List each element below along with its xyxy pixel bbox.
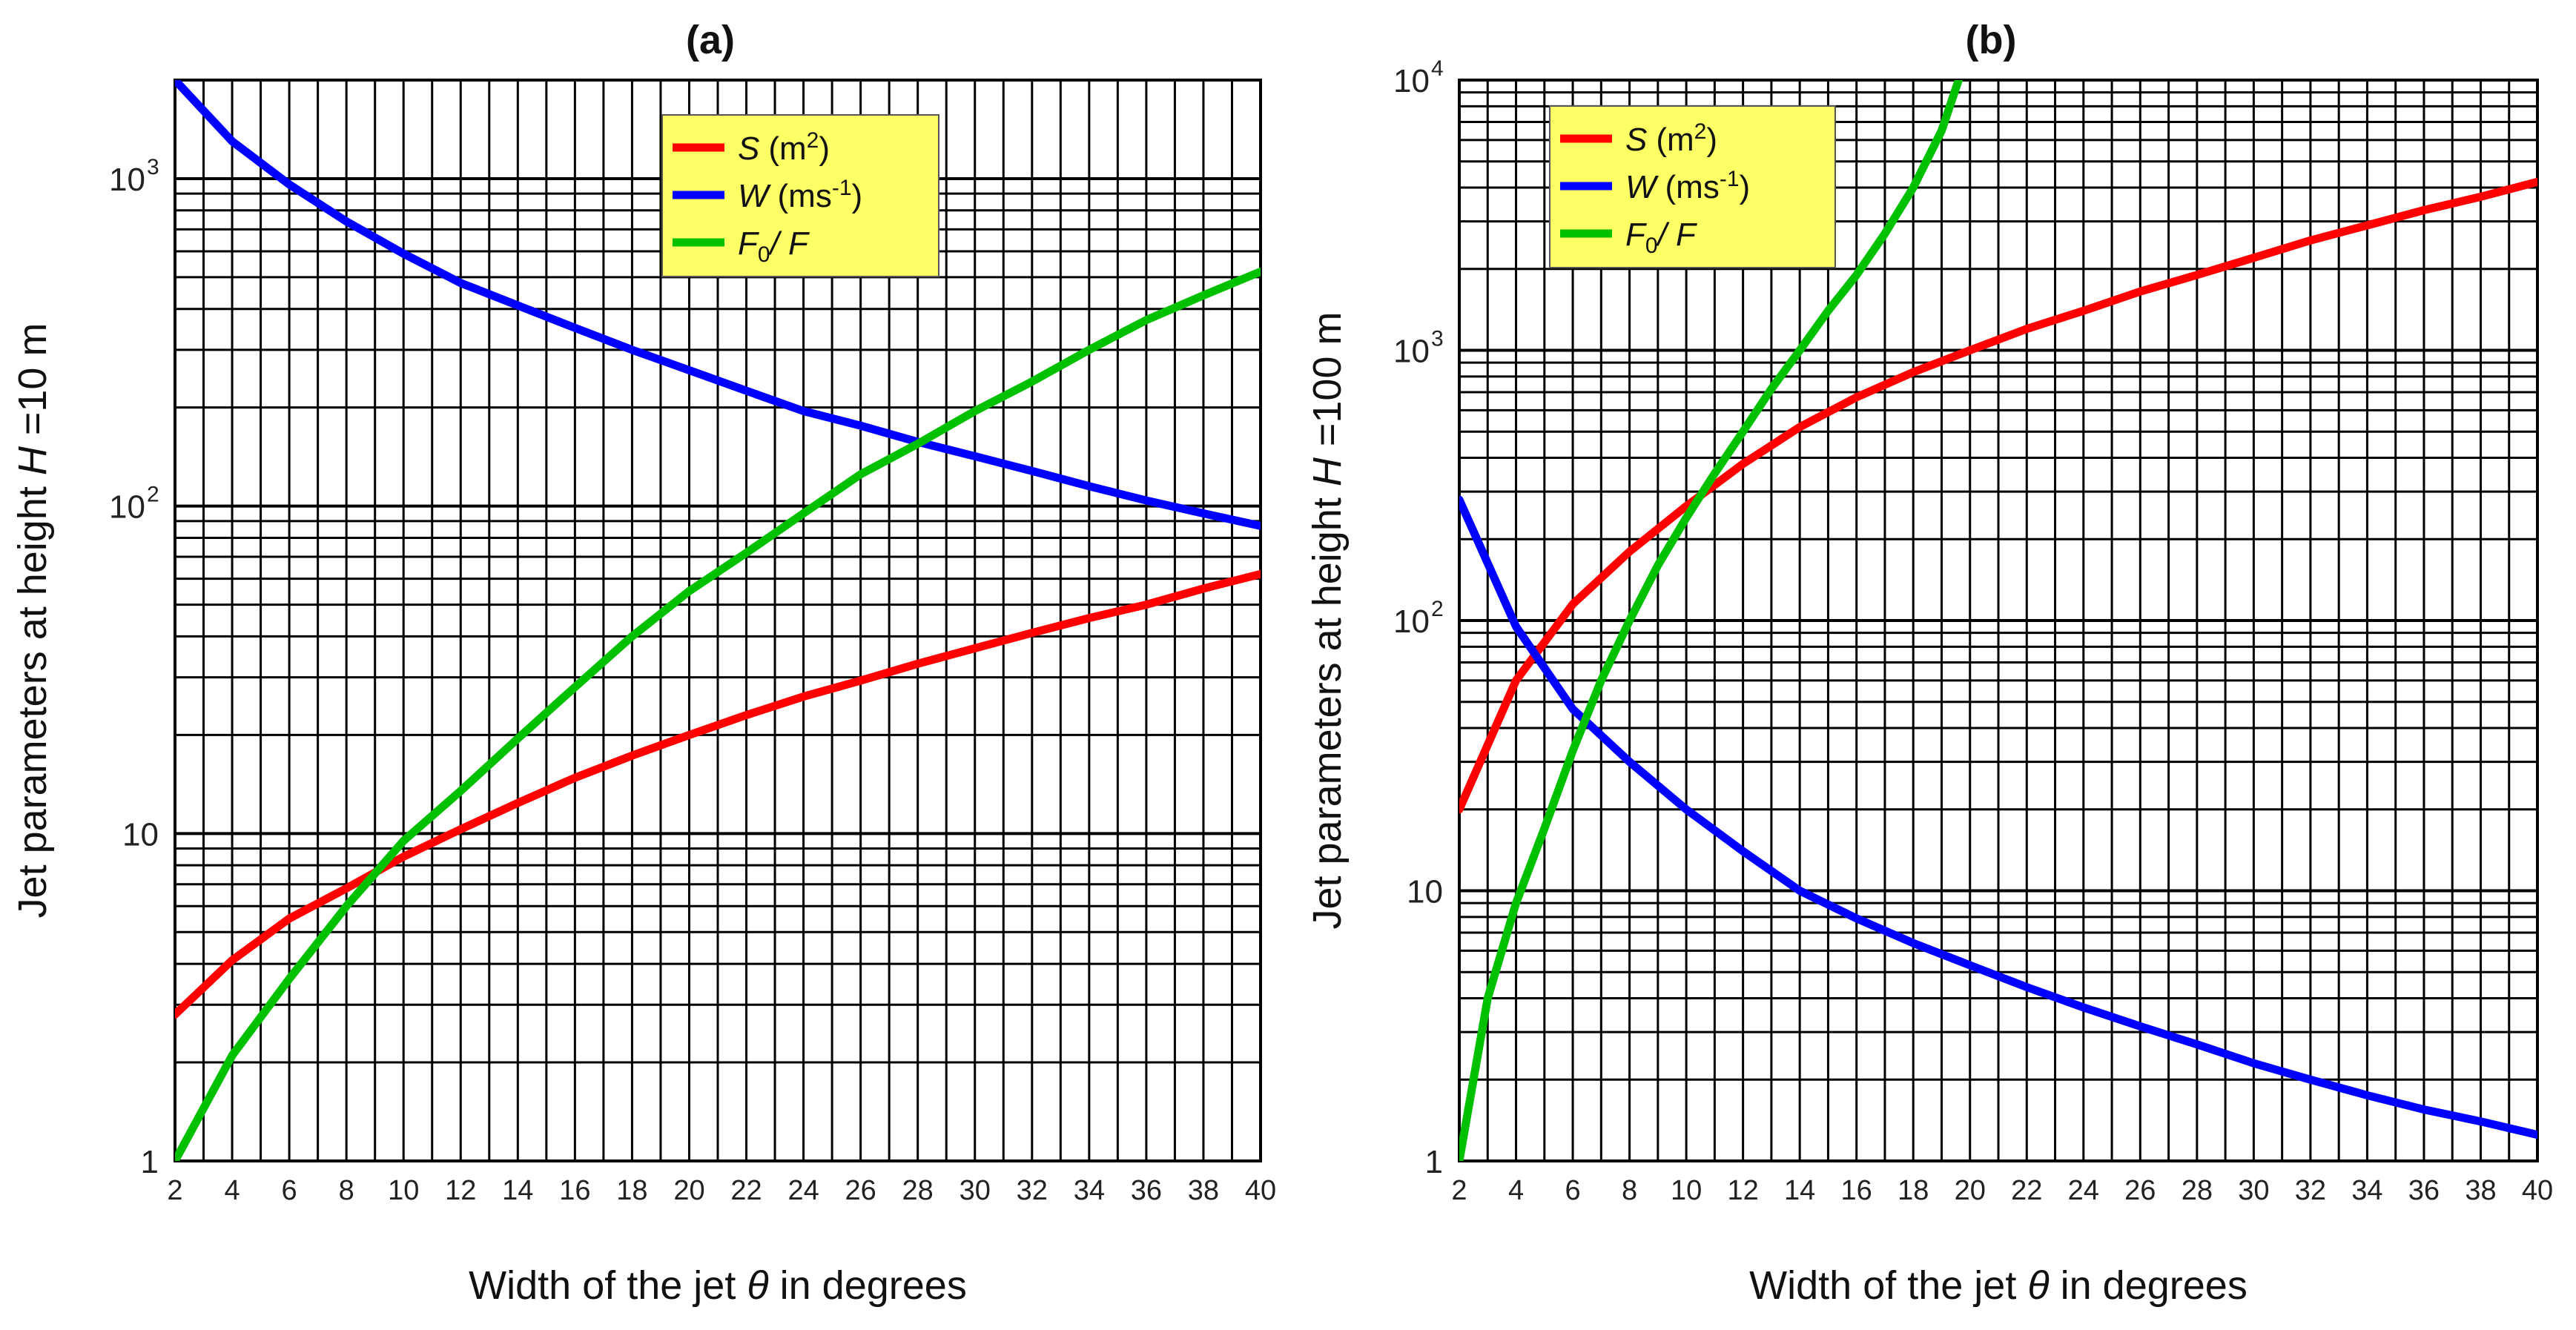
x-tick-label: 38	[2465, 1175, 2496, 1206]
y-axis-label: Jet parameters at height H =100 m	[1305, 312, 1350, 930]
x-tick-label: 28	[902, 1175, 934, 1206]
y-tick-exponent: 3	[1431, 327, 1444, 351]
plot-frame	[1458, 79, 2539, 1162]
x-tick-label: 10	[388, 1175, 419, 1206]
legend-label: F0/ F	[1625, 216, 1697, 258]
x-tick-label: 16	[1841, 1175, 1872, 1206]
x-tick-label: 32	[1017, 1175, 1048, 1206]
x-tick-label: 36	[2408, 1175, 2440, 1206]
y-tick-label: 10	[1393, 63, 1430, 99]
x-tick-label: 8	[339, 1175, 354, 1206]
series-line-w	[175, 80, 1261, 530]
x-tick-label: 8	[1622, 1175, 1637, 1206]
x-axis-label: Width of the jet θ in degrees	[1749, 1263, 2248, 1308]
y-tick-exponent: 2	[1431, 597, 1444, 621]
x-tick-label: 32	[2295, 1175, 2326, 1206]
x-tick-label: 18	[616, 1175, 647, 1206]
x-tick-label: 12	[1727, 1175, 1758, 1206]
y-tick-label: 10	[1393, 603, 1430, 640]
y-tick-label: 1	[141, 1144, 159, 1180]
x-tick-label: 38	[1188, 1175, 1219, 1206]
x-tick-label: 24	[2068, 1175, 2099, 1206]
y-tick-label: 10	[122, 816, 159, 853]
x-tick-label: 22	[2011, 1175, 2042, 1206]
y-tick-label: 1	[1425, 1144, 1443, 1180]
y-axis-label: Jet parameters at height H =10 m	[10, 323, 55, 919]
x-tick-label: 34	[1074, 1175, 1105, 1206]
legend-label: W (ms-1)	[1625, 167, 1750, 205]
x-tick-label: 14	[502, 1175, 533, 1206]
x-tick-label: 26	[845, 1175, 876, 1206]
legend-label: W (ms-1)	[738, 176, 862, 214]
series-group	[1459, 80, 2537, 1161]
x-tick-label: 30	[2238, 1175, 2269, 1206]
x-tick-label: 40	[2522, 1175, 2553, 1206]
x-tick-label: 34	[2351, 1175, 2382, 1206]
x-tick-label: 2	[167, 1175, 182, 1206]
x-tick-label: 2	[1451, 1175, 1467, 1206]
x-tick-label: 14	[1784, 1175, 1815, 1206]
y-tick-label: 10	[1407, 874, 1443, 910]
legend-label: S (m2)	[738, 128, 830, 167]
legend: S (m2) W (ms-1) F0/ F	[661, 114, 939, 277]
x-tick-label: 36	[1131, 1175, 1162, 1206]
legend: S (m2) W (ms-1) F0/ F	[1549, 105, 1836, 268]
plot-frame	[174, 79, 1262, 1162]
y-tick-exponent: 2	[147, 483, 159, 507]
panel-a: (a)2 4 6 8 10 12 14 16 18 20 22 24 26 28 30 32 34 36 38 401…	[10, 18, 1276, 1308]
x-tick-label: 6	[282, 1175, 297, 1206]
x-tick-label: 28	[2182, 1175, 2213, 1206]
y-tick-label: 10	[1393, 334, 1430, 370]
x-tick-label: 20	[1955, 1175, 1986, 1206]
series-line-w	[1459, 495, 2537, 1139]
x-tick-label: 10	[1671, 1175, 1702, 1206]
x-tick-label: 24	[787, 1175, 819, 1206]
x-tick-label: 12	[445, 1175, 476, 1206]
x-tick-label: 22	[730, 1175, 762, 1206]
legend-label: F0/ F	[738, 225, 810, 267]
x-tick-label: 30	[960, 1175, 991, 1206]
series-group	[175, 80, 1261, 1161]
x-tick-label: 16	[559, 1175, 590, 1206]
x-tick-label: 40	[1245, 1175, 1276, 1206]
x-tick-label: 6	[1565, 1175, 1580, 1206]
legend-label: S (m2)	[1625, 119, 1717, 158]
panel-b: (b)2 4 6 8 10 12 14 16 18 20 22 24 26 28 30 32 34 36 38 401…	[1305, 18, 2553, 1308]
series-line-f0-over-f	[1459, 80, 1963, 1161]
x-tick-label: 26	[2124, 1175, 2156, 1206]
y-tick-label: 10	[109, 489, 145, 526]
x-tick-label: 4	[1508, 1175, 1524, 1206]
x-tick-label: 20	[673, 1175, 704, 1206]
y-tick-exponent: 4	[1431, 56, 1444, 81]
panel-title: (b)	[1966, 18, 2017, 62]
y-tick-label: 10	[109, 162, 145, 198]
y-tick-exponent: 3	[147, 155, 159, 179]
x-tick-label: 18	[1898, 1175, 1929, 1206]
x-axis-label: Width of the jet θ in degrees	[469, 1263, 967, 1308]
series-line-s	[1459, 177, 2537, 814]
panel-title: (a)	[686, 18, 735, 62]
series-line-f0-over-f	[175, 267, 1261, 1161]
series-line-s	[175, 569, 1261, 1019]
x-tick-label: 4	[224, 1175, 240, 1206]
